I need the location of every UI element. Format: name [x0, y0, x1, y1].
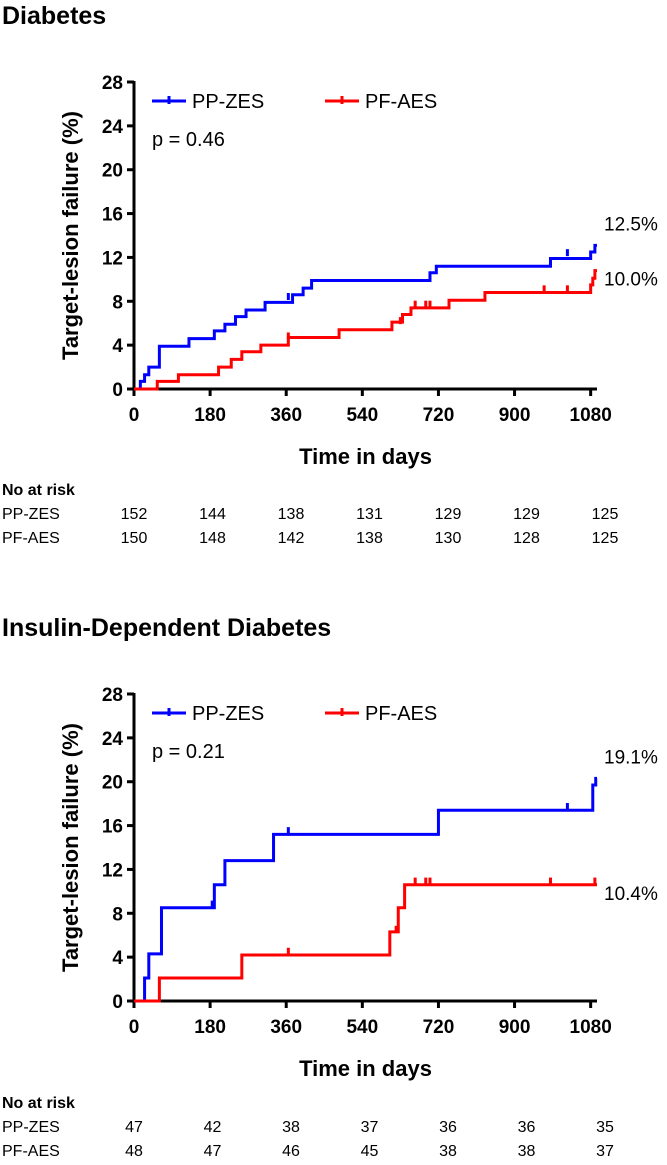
y-tick-label: 0: [112, 992, 123, 1013]
risk-table-heading: No at risk: [2, 482, 75, 499]
legend-label: PP-ZES: [192, 91, 264, 113]
y-axis-label: Target-lesion failure (%): [58, 723, 83, 972]
series-line-pf-aes: [134, 269, 597, 391]
risk-count: 36: [439, 1119, 457, 1136]
x-tick-label: 1080: [570, 1017, 612, 1038]
x-tick-label: 1080: [570, 405, 612, 426]
y-tick-label: 28: [102, 685, 123, 706]
risk-count: 150: [120, 530, 148, 547]
risk-count: 38: [282, 1119, 300, 1136]
y-tick-label: 20: [102, 161, 123, 182]
km-plot-svg: 0 4 8 12 16 20 24 28 0 180 360 540 720 900 1080 Time in…: [58, 73, 658, 469]
y-tick-label: 16: [102, 817, 123, 838]
risk-count: 138: [277, 506, 305, 523]
risk-count: 129: [434, 506, 462, 523]
x-tick-label: 0: [129, 405, 140, 426]
risk-count: 42: [203, 1119, 222, 1136]
risk-row-label: PF-AES: [2, 1143, 60, 1160]
end-label: 10.0%: [604, 270, 658, 291]
x-axis-label: Time in days: [299, 1056, 432, 1081]
risk-count: 46: [282, 1143, 300, 1160]
x-axis-label: Time in days: [299, 444, 432, 469]
risk-count: 35: [596, 1119, 614, 1136]
y-tick-label: 16: [102, 205, 123, 226]
y-tick-label: 12: [102, 248, 123, 269]
y-tick-label: 24: [102, 117, 124, 138]
y-tick-label: 20: [102, 773, 123, 794]
x-tick-label: 720: [423, 405, 455, 426]
series-line-pp-zes: [134, 243, 597, 391]
x-tick-label: 900: [499, 405, 531, 426]
risk-count: 125: [591, 530, 619, 547]
risk-count: 129: [513, 506, 540, 523]
risk-row-pf-aes: PF-AES 48 47 46 45 38 38 37: [0, 1143, 667, 1165]
x-tick-label: 540: [346, 405, 378, 426]
risk-count: 38: [439, 1143, 457, 1160]
risk-table-heading: No at risk: [2, 1095, 75, 1112]
risk-count: 37: [596, 1143, 614, 1160]
end-label: 19.1%: [604, 747, 658, 768]
series-line-pp-zes: [134, 776, 598, 1003]
risk-count: 37: [360, 1119, 379, 1136]
x-tick-label: 180: [194, 1017, 226, 1038]
risk-count: 47: [203, 1143, 222, 1160]
series-line-pf-aes: [134, 883, 597, 1003]
y-tick-label: 4: [112, 948, 123, 969]
x-tick-label: 720: [423, 1017, 455, 1038]
risk-row-pf-aes: PF-AES 150 148 142 138 130 128 125: [0, 530, 667, 552]
legend-label: PF-AES: [365, 703, 437, 725]
y-tick-label: 4: [112, 336, 123, 357]
p-value-annotation: p = 0.21: [152, 741, 225, 763]
risk-count: 148: [199, 530, 226, 547]
km-plot-svg: 0 4 8 12 16 20 24 28 0 180 360 540 720 900 1080 Time in…: [58, 685, 658, 1081]
risk-count: 144: [199, 506, 226, 523]
legend-label: PF-AES: [365, 91, 437, 113]
end-label: 10.4%: [604, 884, 658, 905]
y-tick-label: 24: [102, 729, 124, 750]
end-label: 12.5%: [604, 214, 658, 235]
risk-row-label: PF-AES: [2, 530, 60, 547]
p-value-annotation: p = 0.46: [152, 129, 225, 151]
y-tick-label: 0: [112, 380, 123, 401]
x-tick-label: 360: [270, 405, 302, 426]
risk-count: 152: [120, 506, 148, 523]
x-tick-label: 180: [194, 405, 226, 426]
x-tick-label: 360: [270, 1017, 302, 1038]
risk-row-pp-zes: PP-ZES 47 42 38 37 36 36 35: [0, 1119, 667, 1141]
chart-title: Diabetes: [2, 2, 107, 30]
risk-count: 130: [434, 530, 462, 547]
risk-row-pp-zes: PP-ZES 152 144 138 131 129 129 125: [0, 506, 667, 528]
risk-count: 38: [517, 1143, 536, 1160]
chart-title: Insulin-Dependent Diabetes: [2, 614, 332, 642]
risk-count: 131: [356, 506, 383, 523]
risk-count: 47: [125, 1119, 143, 1136]
risk-count: 36: [517, 1119, 536, 1136]
x-tick-label: 540: [346, 1017, 378, 1038]
risk-count: 142: [277, 530, 305, 547]
y-tick-label: 12: [102, 860, 123, 881]
y-tick-label: 8: [112, 904, 123, 925]
legend-label: PP-ZES: [192, 703, 264, 725]
x-tick-label: 0: [129, 1017, 140, 1038]
risk-count: 138: [356, 530, 383, 547]
risk-count: 125: [591, 506, 619, 523]
y-tick-label: 28: [102, 73, 123, 94]
risk-count: 48: [125, 1143, 143, 1160]
y-axis-label: Target-lesion failure (%): [58, 111, 83, 360]
risk-row-label: PP-ZES: [2, 506, 60, 523]
y-tick-label: 8: [112, 292, 123, 313]
risk-count: 128: [513, 530, 540, 547]
risk-count: 45: [360, 1143, 379, 1160]
x-tick-label: 900: [499, 1017, 531, 1038]
risk-row-label: PP-ZES: [2, 1119, 60, 1136]
